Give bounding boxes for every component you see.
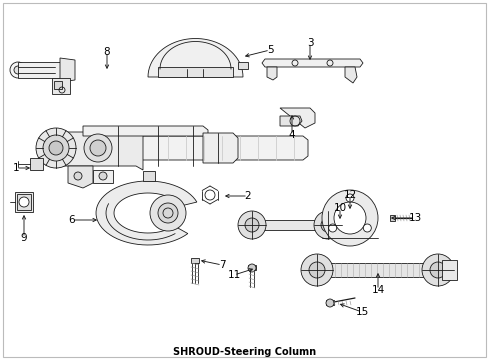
Circle shape	[10, 62, 26, 78]
Circle shape	[244, 218, 259, 232]
Text: 1: 1	[13, 163, 19, 173]
Circle shape	[421, 254, 453, 286]
Text: 11: 11	[227, 270, 240, 280]
Bar	[247, 265, 256, 270]
Bar	[158, 67, 232, 77]
Polygon shape	[52, 78, 70, 94]
Polygon shape	[203, 133, 238, 163]
Polygon shape	[266, 67, 276, 80]
Circle shape	[74, 172, 82, 180]
Text: SHROUD-Steering Column: SHROUD-Steering Column	[173, 347, 315, 357]
Polygon shape	[96, 181, 197, 245]
Polygon shape	[133, 136, 307, 160]
Polygon shape	[238, 62, 247, 69]
Circle shape	[333, 202, 365, 234]
Bar	[54, 81, 62, 89]
Circle shape	[238, 211, 265, 239]
Circle shape	[313, 211, 341, 239]
Text: 13: 13	[407, 213, 421, 223]
Bar	[142, 171, 155, 181]
Circle shape	[19, 197, 29, 207]
Polygon shape	[280, 108, 314, 128]
Text: 15: 15	[355, 307, 368, 317]
Polygon shape	[148, 39, 243, 77]
Text: 8: 8	[103, 47, 110, 57]
Bar	[17, 194, 31, 210]
Polygon shape	[83, 126, 207, 136]
Circle shape	[36, 128, 76, 168]
Circle shape	[14, 66, 22, 74]
Text: 4: 4	[288, 130, 295, 140]
Circle shape	[346, 194, 353, 202]
Circle shape	[301, 254, 332, 286]
Polygon shape	[262, 220, 317, 230]
Bar	[441, 260, 456, 280]
Circle shape	[158, 203, 178, 223]
Text: 5: 5	[266, 45, 273, 55]
Bar	[191, 258, 199, 263]
Bar	[325, 300, 333, 305]
Circle shape	[321, 190, 377, 246]
Polygon shape	[262, 59, 362, 67]
Text: 3: 3	[306, 38, 313, 48]
Bar	[15, 192, 33, 212]
Text: 10: 10	[333, 203, 346, 213]
Circle shape	[99, 172, 107, 180]
Polygon shape	[345, 67, 356, 83]
Circle shape	[90, 140, 106, 156]
Circle shape	[43, 135, 69, 161]
Bar	[389, 215, 394, 221]
Polygon shape	[18, 62, 60, 78]
Text: 6: 6	[68, 215, 75, 225]
Text: 9: 9	[20, 233, 27, 243]
Polygon shape	[30, 158, 43, 170]
Polygon shape	[68, 166, 93, 188]
Circle shape	[49, 141, 63, 155]
Polygon shape	[326, 263, 427, 277]
Text: 14: 14	[370, 285, 384, 295]
Circle shape	[150, 195, 185, 231]
Circle shape	[247, 264, 256, 272]
Circle shape	[328, 224, 336, 232]
Polygon shape	[280, 116, 302, 126]
Circle shape	[320, 218, 334, 232]
Circle shape	[84, 134, 112, 162]
Circle shape	[325, 299, 333, 307]
Text: 2: 2	[244, 191, 251, 201]
Circle shape	[429, 262, 445, 278]
Polygon shape	[56, 128, 142, 170]
Circle shape	[363, 224, 370, 232]
Polygon shape	[60, 58, 75, 82]
Text: 7: 7	[218, 260, 225, 270]
Circle shape	[308, 262, 325, 278]
Polygon shape	[93, 170, 113, 183]
Text: 12: 12	[343, 190, 356, 200]
Circle shape	[204, 190, 215, 200]
